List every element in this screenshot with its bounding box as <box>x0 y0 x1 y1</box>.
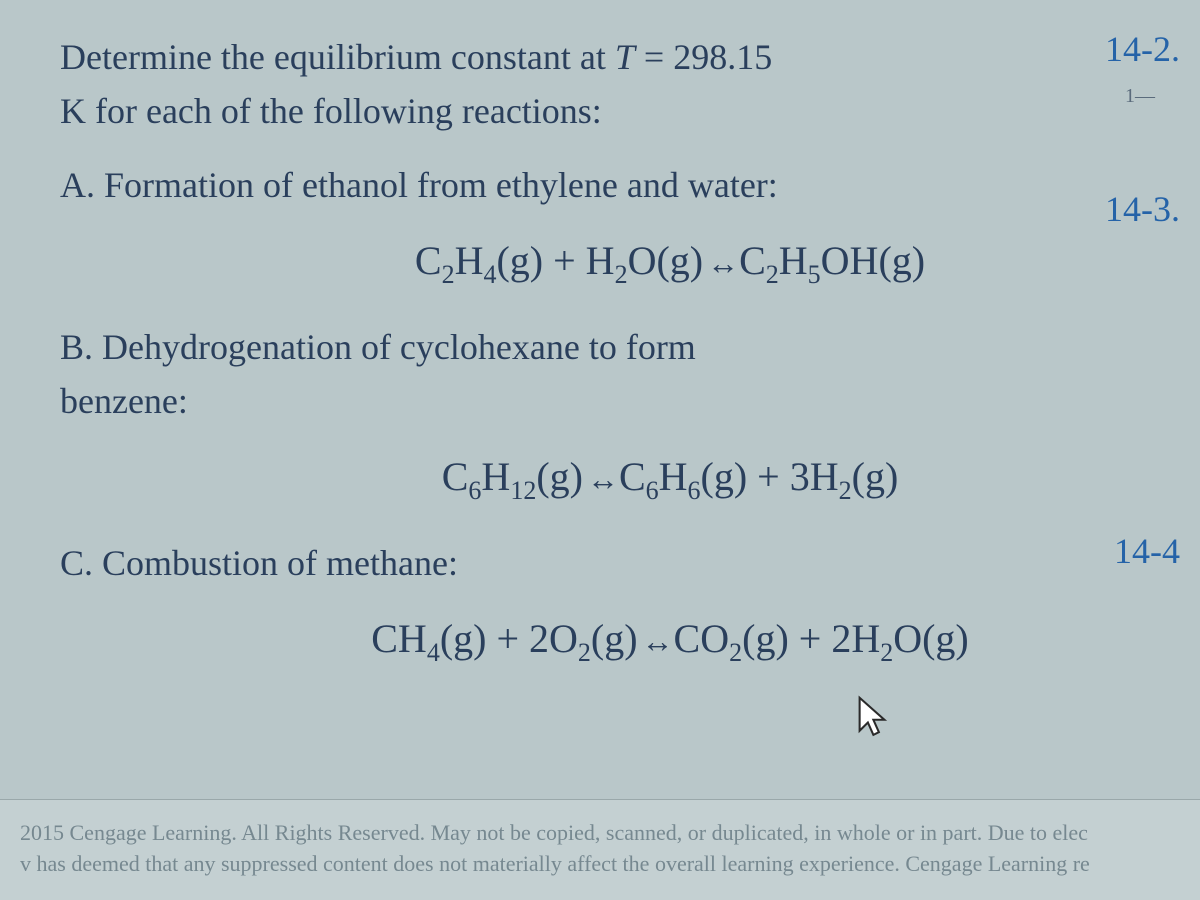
part-a-description: Formation of ethanol from ethylene and w… <box>95 165 778 205</box>
eq-a-sub4: 2 <box>766 260 779 289</box>
intro-text-1: Determine the equilibrium constant at <box>60 37 615 77</box>
eq-c-arrow: ↔ <box>638 623 674 659</box>
part-b-text: B. Dehydrogenation of cyclohexane to for… <box>60 320 1060 428</box>
eq-c-h1: H <box>851 616 880 661</box>
eq-b-sub5: 2 <box>839 476 852 505</box>
equals-sign: = <box>635 37 673 77</box>
eq-a-phase1: (g) <box>496 238 543 283</box>
eq-a-sub2: 4 <box>483 260 496 289</box>
eq-a-c2: C <box>739 238 766 283</box>
eq-c-sub1: 4 <box>427 638 440 667</box>
eq-b-h1: H <box>481 454 510 499</box>
eq-a-sub1: 2 <box>442 260 455 289</box>
copyright-line-2: v has deemed that any suppressed content… <box>20 849 1180 880</box>
part-c-letter: C. <box>60 543 93 583</box>
eq-c-phase4: (g) <box>922 616 969 661</box>
side-number-14-3: 14-3. <box>1105 188 1180 230</box>
page-container: 14-2. 14-3. 14-4 1— Determine the equili… <box>0 0 1200 668</box>
eq-c-coef2: 2 <box>831 616 851 661</box>
eq-c-phase1: (g) <box>440 616 487 661</box>
eq-b-sub3: 6 <box>646 476 659 505</box>
eq-a-h3: H <box>779 238 808 283</box>
cursor-icon <box>854 695 890 750</box>
eq-a-h2: H <box>586 238 615 283</box>
problem-intro: Determine the equilibrium constant at T … <box>60 30 1080 138</box>
eq-b-plus: + <box>747 454 790 499</box>
eq-c-o2: O <box>893 616 922 661</box>
eq-c-coef1: 2 <box>529 616 549 661</box>
eq-a-h1: H <box>455 238 484 283</box>
intro-text-2: K for each of the following reactions: <box>60 91 602 131</box>
eq-c-phase2: (g) <box>591 616 638 661</box>
eq-b-c2: C <box>619 454 646 499</box>
eq-a-c1: C <box>415 238 442 283</box>
eq-a-phase2: (g) <box>656 238 703 283</box>
part-b-letter: B. <box>60 327 93 367</box>
side-number-14-4: 14-4 <box>1114 530 1180 572</box>
equation-b: C6H12(g) ↔ C6H6(g) + 3H2(g) <box>60 453 1180 506</box>
part-b-description-1: Dehydrogenation of cyclohexane to form <box>93 327 696 367</box>
temperature-value: 298.15 <box>673 37 772 77</box>
eq-a-phase3: (g) <box>878 238 925 283</box>
eq-a-o1: O <box>628 238 657 283</box>
eq-b-phase2: (g) <box>701 454 748 499</box>
eq-b-sub2: 12 <box>510 476 536 505</box>
eq-b-phase3: (g) <box>852 454 899 499</box>
eq-c-sub2: 2 <box>578 638 591 667</box>
eq-c-o1: O <box>549 616 578 661</box>
eq-c-ch: CH <box>371 616 427 661</box>
eq-c-plus1: + <box>486 616 529 661</box>
eq-b-h3: H <box>810 454 839 499</box>
eq-b-sub4: 6 <box>688 476 701 505</box>
eq-b-c1: C <box>442 454 469 499</box>
eq-a-oh: OH <box>821 238 879 283</box>
eq-b-h2: H <box>659 454 688 499</box>
eq-c-plus2: + <box>789 616 832 661</box>
part-c-description: Combustion of methane: <box>93 543 458 583</box>
part-a-letter: A. <box>60 165 95 205</box>
eq-c-co: CO <box>674 616 730 661</box>
temperature-variable: T <box>615 37 635 77</box>
eq-b-sub1: 6 <box>468 476 481 505</box>
side-number-14-2: 14-2. <box>1105 28 1180 70</box>
eq-a-plus1: + <box>543 238 586 283</box>
small-marker: 1— <box>1125 85 1155 108</box>
part-c-text: C. Combustion of methane: <box>60 536 1060 590</box>
eq-b-arrow: ↔ <box>583 461 619 497</box>
copyright-line-1: 2015 Cengage Learning. All Rights Reserv… <box>20 818 1180 849</box>
eq-c-sub3: 2 <box>729 638 742 667</box>
eq-a-arrow: ↔ <box>703 245 739 281</box>
part-a-text: A. Formation of ethanol from ethylene an… <box>60 158 1060 212</box>
eq-c-sub4: 2 <box>880 638 893 667</box>
eq-c-phase3: (g) <box>742 616 789 661</box>
part-b-description-2: benzene: <box>60 381 188 421</box>
equation-c: CH4(g) + 2O2(g) ↔ CO2(g) + 2H2O(g) <box>60 615 1180 668</box>
eq-a-sub3: 2 <box>615 260 628 289</box>
copyright-block: 2015 Cengage Learning. All Rights Reserv… <box>0 799 1200 900</box>
equation-a: C2H4(g) + H2O(g) ↔ C2H5OH(g) <box>60 237 1180 290</box>
eq-a-sub5: 5 <box>808 260 821 289</box>
eq-b-coef: 3 <box>790 454 810 499</box>
eq-b-phase1: (g) <box>536 454 583 499</box>
